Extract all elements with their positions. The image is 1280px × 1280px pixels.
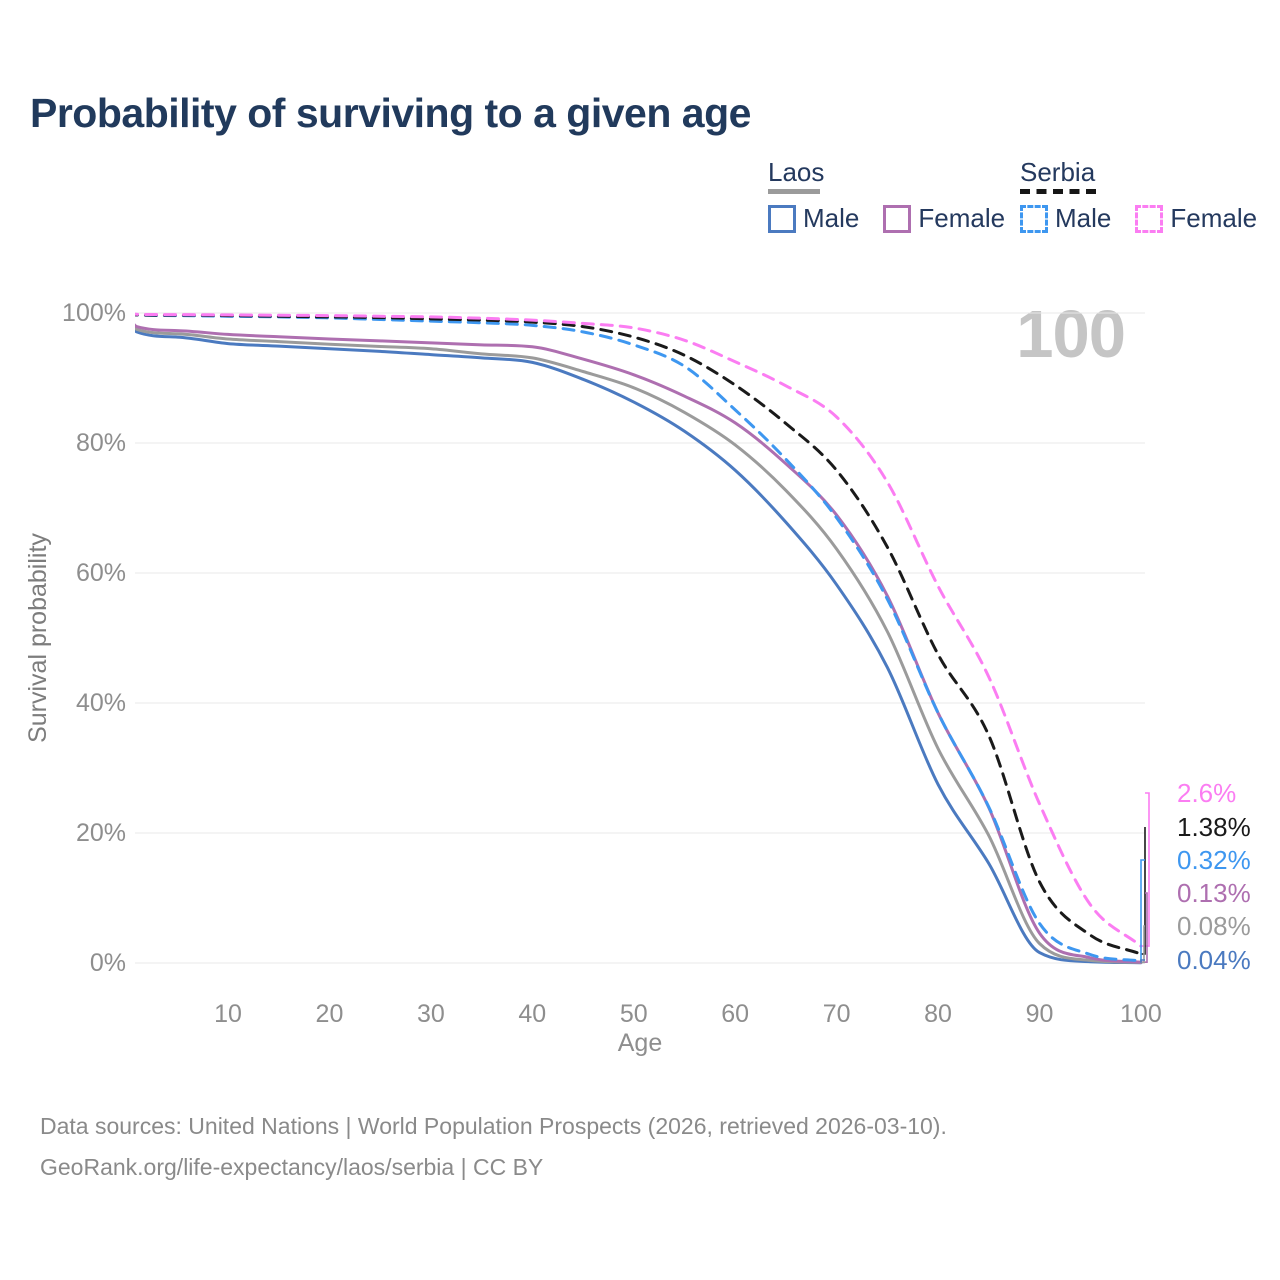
flag-laos-icon	[1144, 946, 1172, 974]
x-tick-label: 30	[417, 1000, 445, 1028]
legend-item-serbia-female[interactable]: Female	[1135, 203, 1257, 234]
end-value-label-serbia-male: 0.32%	[1177, 845, 1251, 875]
x-axis-title: Age	[618, 1029, 662, 1057]
legend-country-serbia[interactable]: Serbia	[1020, 157, 1096, 187]
y-tick-label: 100%	[62, 299, 126, 327]
age-watermark: 100	[1016, 297, 1126, 372]
y-tick-label: 40%	[76, 689, 126, 717]
x-tick-label: 70	[823, 1000, 851, 1028]
legend-country-laos[interactable]: Laos	[768, 157, 825, 187]
leader-line-laos-male	[1140, 959, 1145, 963]
leader-line-serbia	[1141, 827, 1146, 955]
series-line-laos-male[interactable]	[127, 313, 1143, 965]
x-tick-label: 40	[518, 1000, 546, 1028]
serbia-combined-line-swatch	[1020, 189, 1096, 194]
legend: Laos Male Female Serbia Male	[0, 158, 1280, 258]
y-tick-label: 80%	[76, 429, 126, 457]
y-tick-label: 0%	[90, 949, 126, 977]
footer-data-sources: Data sources: United Nations | World Pop…	[40, 1113, 947, 1139]
x-tick-label: 100	[1120, 1000, 1162, 1028]
x-tick-label: 20	[316, 1000, 344, 1028]
legend-items-laos: Male Female	[768, 203, 1029, 234]
legend-item-laos-male[interactable]: Male	[768, 203, 859, 234]
end-value-label-serbia: 1.38%	[1177, 812, 1251, 842]
legend-group-serbia: Serbia Male Female	[1020, 158, 1280, 234]
legend-items-serbia: Male Female	[1020, 203, 1280, 234]
end-value-label-laos-female: 0.13%	[1177, 878, 1251, 908]
series-line-serbia[interactable]	[127, 313, 1143, 956]
footer-attribution: GeoRank.org/life-expectancy/laos/serbia …	[40, 1154, 544, 1180]
end-value-label-laos-male: 0.04%	[1177, 945, 1251, 975]
laos-male-swatch-icon	[768, 204, 796, 233]
series-line-serbia-female[interactable]	[127, 312, 1143, 948]
x-tick-label: 80	[924, 1000, 952, 1028]
leader-line-laos	[1141, 925, 1145, 964]
x-tick-label: 90	[1026, 1000, 1054, 1028]
legend-item-laos-female[interactable]: Female	[883, 203, 1005, 234]
y-tick-label: 20%	[76, 819, 126, 847]
series-line-laos[interactable]	[127, 313, 1143, 964]
y-tick-label: 60%	[76, 559, 126, 587]
end-value-label-laos: 0.08%	[1177, 911, 1251, 941]
y-axis-title: Survival probability	[24, 533, 52, 743]
legend-group-laos: Laos Male Female	[768, 158, 1029, 234]
legend-item-serbia-male[interactable]: Male	[1020, 203, 1111, 234]
laos-female-swatch-icon	[883, 204, 912, 233]
leader-line-serbia-male	[1140, 859, 1145, 961]
end-value-label-serbia-female: 2.6%	[1177, 778, 1236, 808]
survival-chart[interactable]: 0% 20% 40% 60% 80% 100% 10 20 30 40 50 60 70 80 90 100 A…	[0, 0, 1280, 1080]
laos-combined-line-swatch	[768, 189, 820, 194]
serbia-female-swatch-icon	[1135, 204, 1164, 233]
x-tick-label: 10	[214, 1000, 242, 1028]
chart-footer: Data sources: United Nations | World Pop…	[40, 1106, 947, 1188]
x-tick-label: 60	[721, 1000, 749, 1028]
page-title: Probability of surviving to a given age	[30, 90, 751, 136]
x-tick-label: 50	[620, 1000, 648, 1028]
serbia-male-swatch-icon	[1020, 204, 1048, 233]
